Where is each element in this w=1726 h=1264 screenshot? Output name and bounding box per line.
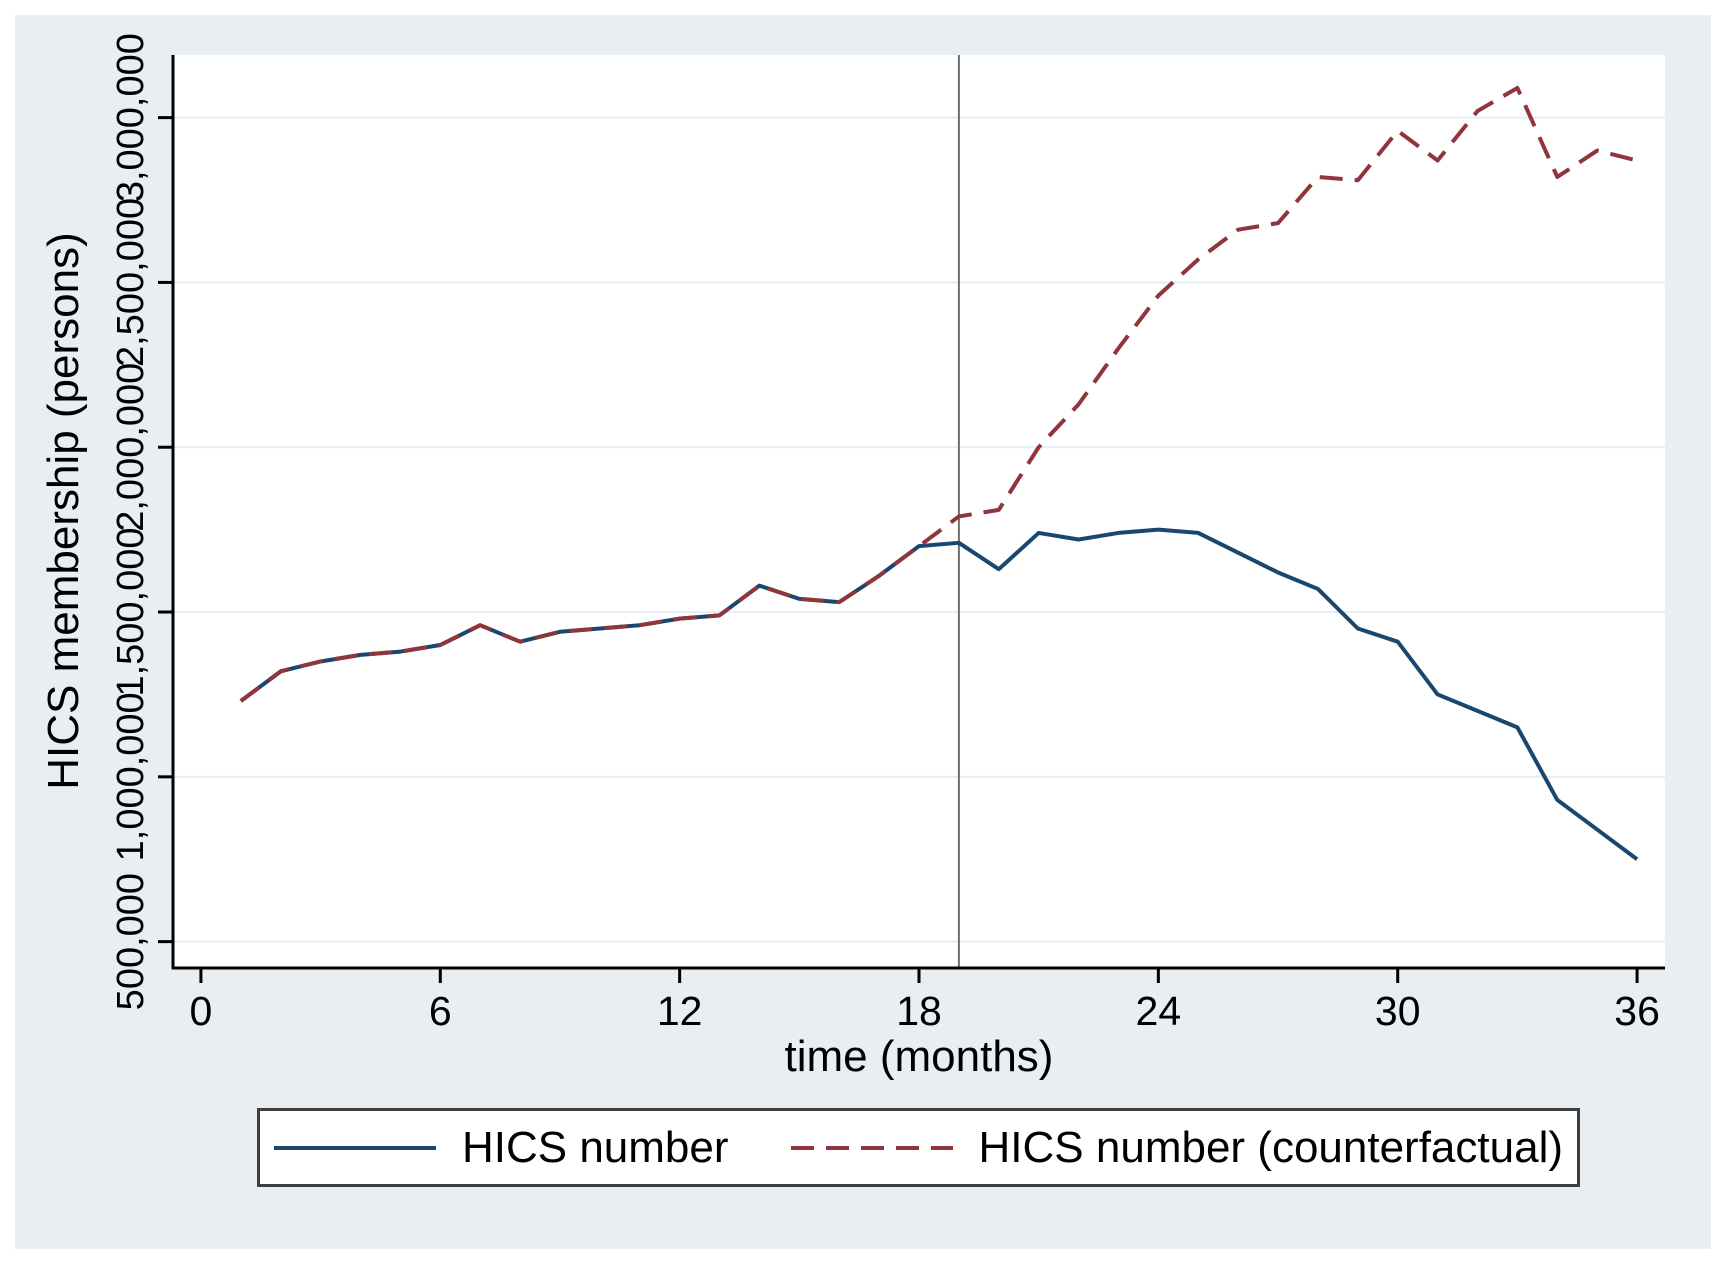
x-tick-label: 24 [1136,988,1182,1034]
legend-label-actual: HICS number [461,1122,729,1172]
y-tick-label: 1,500,000 [110,527,152,696]
x-tick-label: 30 [1375,988,1421,1034]
y-axis-title: HICS membership (persons) [39,232,88,790]
legend-item-counterfactual: HICS number (counterfactual) [790,1122,1563,1173]
x-axis-title: time (months) [784,1032,1054,1081]
x-tick-label: 36 [1614,988,1660,1034]
legend-line-sample-solid [273,1145,436,1150]
y-tick-label: 1,000,000 [110,692,152,861]
y-tick-label: 3,000,000 [110,33,152,202]
legend: HICS number HICS number (counterfactual) [257,1108,1580,1187]
x-tick-label: 18 [896,988,942,1034]
legend-label-counterfactual: HICS number (counterfactual) [978,1122,1563,1172]
legend-line-sample-dashed [790,1145,953,1150]
plot-background [173,55,1665,968]
y-tick-label: 2,500,000 [110,198,152,367]
y-tick-label: 2,000,000 [110,363,152,532]
x-tick-label: 0 [190,988,213,1034]
legend-item-actual: HICS number [273,1122,729,1173]
y-tick-label: 500,000 [110,873,152,1010]
x-tick-label: 6 [429,988,452,1034]
x-tick-label: 12 [657,988,703,1034]
series-line-1 [239,85,1638,703]
